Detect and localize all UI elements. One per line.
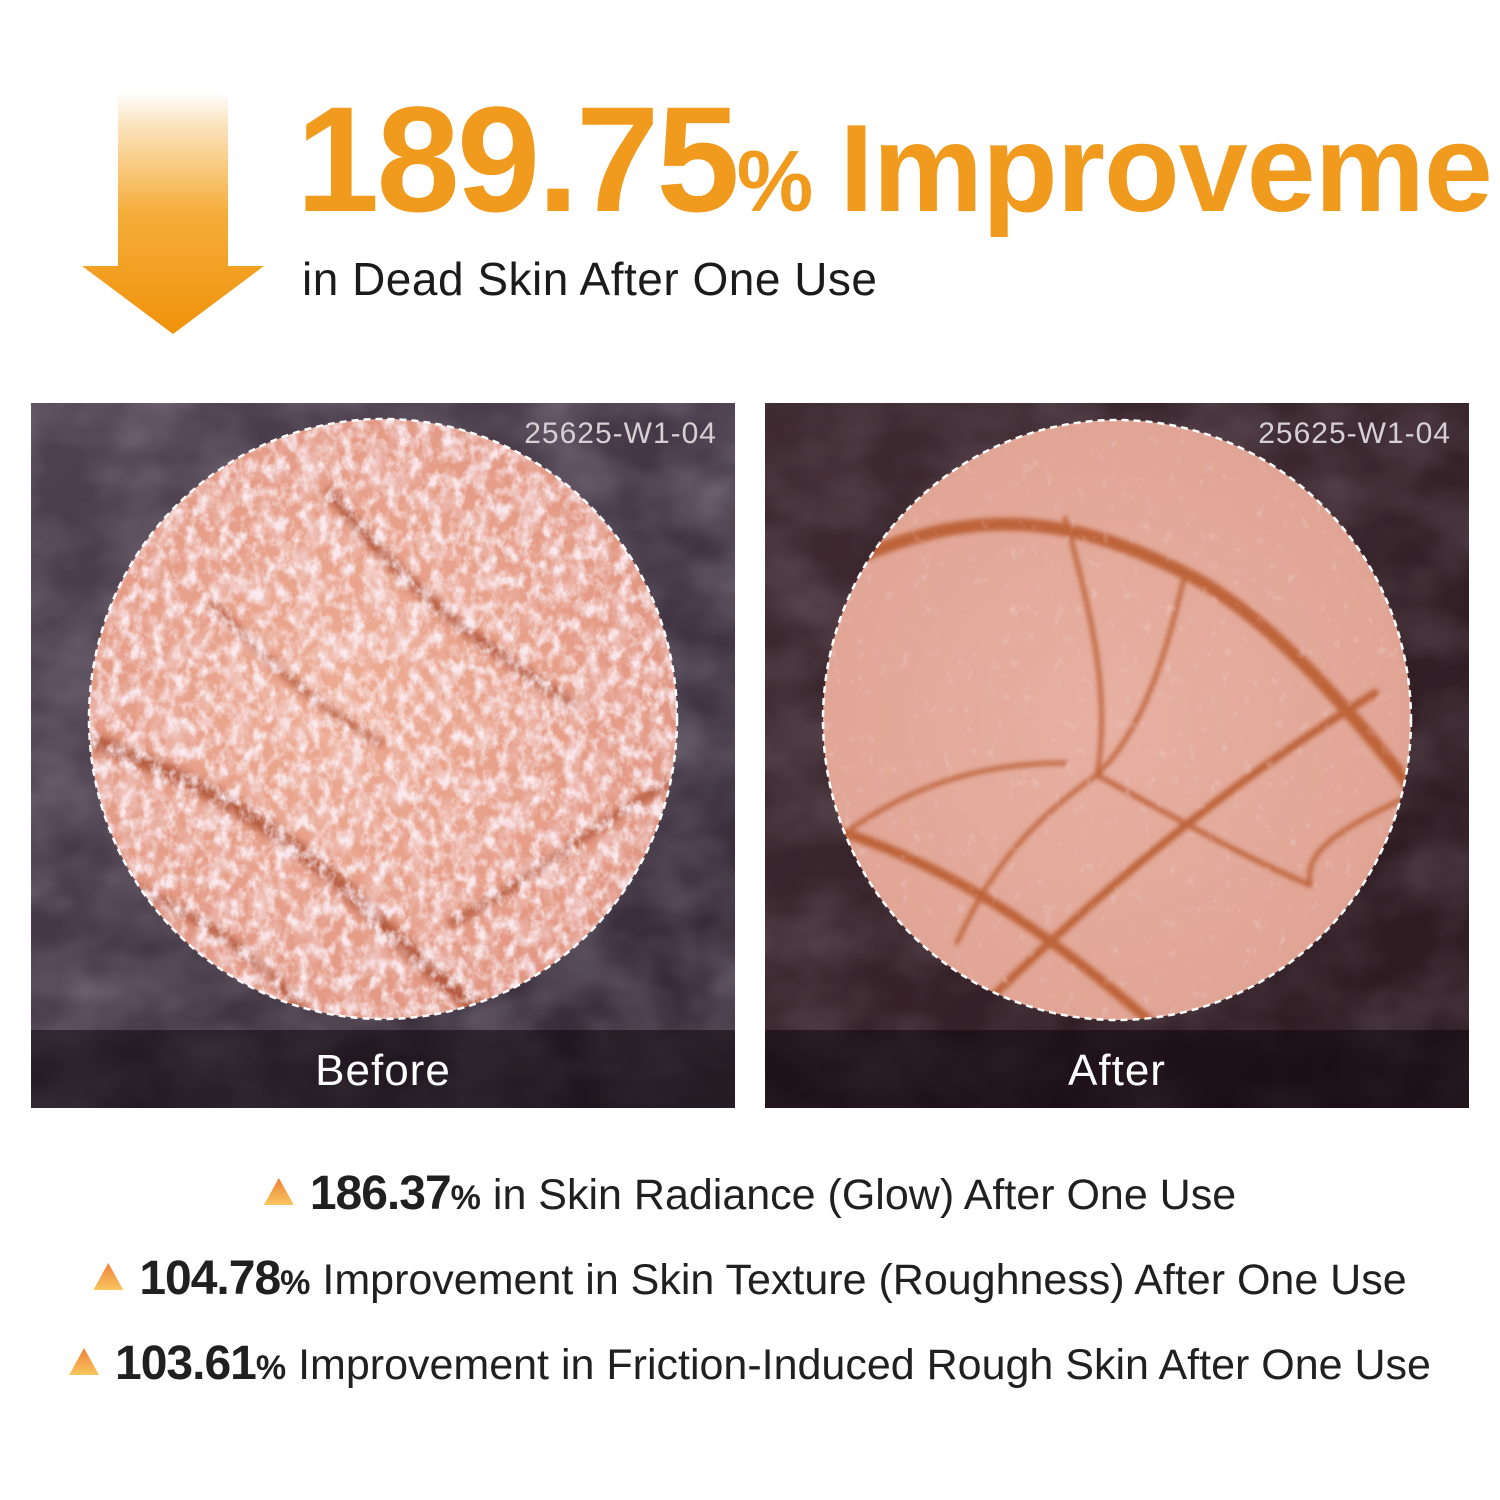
stat-percent-sign: % bbox=[255, 1349, 287, 1387]
stat-value: 186.37 bbox=[309, 1167, 452, 1220]
stat-line-friction: 103.61 % Improvement in Friction-Induced… bbox=[69, 1336, 1431, 1391]
headline-word: Improvement bbox=[839, 100, 1500, 238]
headline-value: 189.75 bbox=[296, 75, 740, 243]
down-arrow-icon bbox=[82, 92, 264, 334]
stat-line-texture: 104.78 % Improvement in Skin Texture (Ro… bbox=[93, 1251, 1407, 1306]
after-label: After bbox=[1068, 1046, 1166, 1095]
triangle-up-icon bbox=[263, 1178, 294, 1205]
triangle-up-icon bbox=[93, 1263, 124, 1290]
after-magnified-area bbox=[823, 420, 1411, 1020]
headline-percent-sign: % bbox=[736, 134, 814, 230]
after-highlight-circle bbox=[821, 418, 1413, 1022]
headline-subtitle: in Dead Skin After One Use bbox=[302, 253, 878, 305]
stat-text: in Skin Radiance (Glow) After One Use bbox=[492, 1171, 1237, 1219]
before-magnified-area bbox=[89, 419, 677, 1019]
stat-percent-sign: % bbox=[280, 1264, 311, 1302]
stats-list: 186.37 % in Skin Radiance (Glow) After O… bbox=[0, 1166, 1500, 1421]
after-label-bar bbox=[765, 1030, 1469, 1108]
before-sample-id: 25625-W1-04 bbox=[524, 417, 717, 450]
stat-line-radiance: 186.37 % in Skin Radiance (Glow) After O… bbox=[263, 1166, 1237, 1221]
stat-value: 104.78 bbox=[139, 1252, 281, 1305]
headline: 189.75 % Improvement bbox=[296, 84, 1500, 234]
before-photo: 25625-W1-04 Before bbox=[31, 403, 735, 1108]
before-label-bar bbox=[31, 1030, 735, 1108]
stat-text: Improvement in Skin Texture (Roughness) … bbox=[322, 1256, 1407, 1304]
before-label: Before bbox=[315, 1046, 451, 1095]
stat-text: Improvement in Friction-Induced Rough Sk… bbox=[298, 1341, 1431, 1389]
after-photo: 25625-W1-04 After bbox=[765, 403, 1469, 1108]
after-sample-id: 25625-W1-04 bbox=[1258, 417, 1451, 450]
before-highlight-circle bbox=[87, 417, 679, 1021]
stat-value: 103.61 bbox=[115, 1337, 257, 1390]
triangle-up-icon bbox=[69, 1348, 100, 1375]
stat-percent-sign: % bbox=[450, 1179, 481, 1217]
